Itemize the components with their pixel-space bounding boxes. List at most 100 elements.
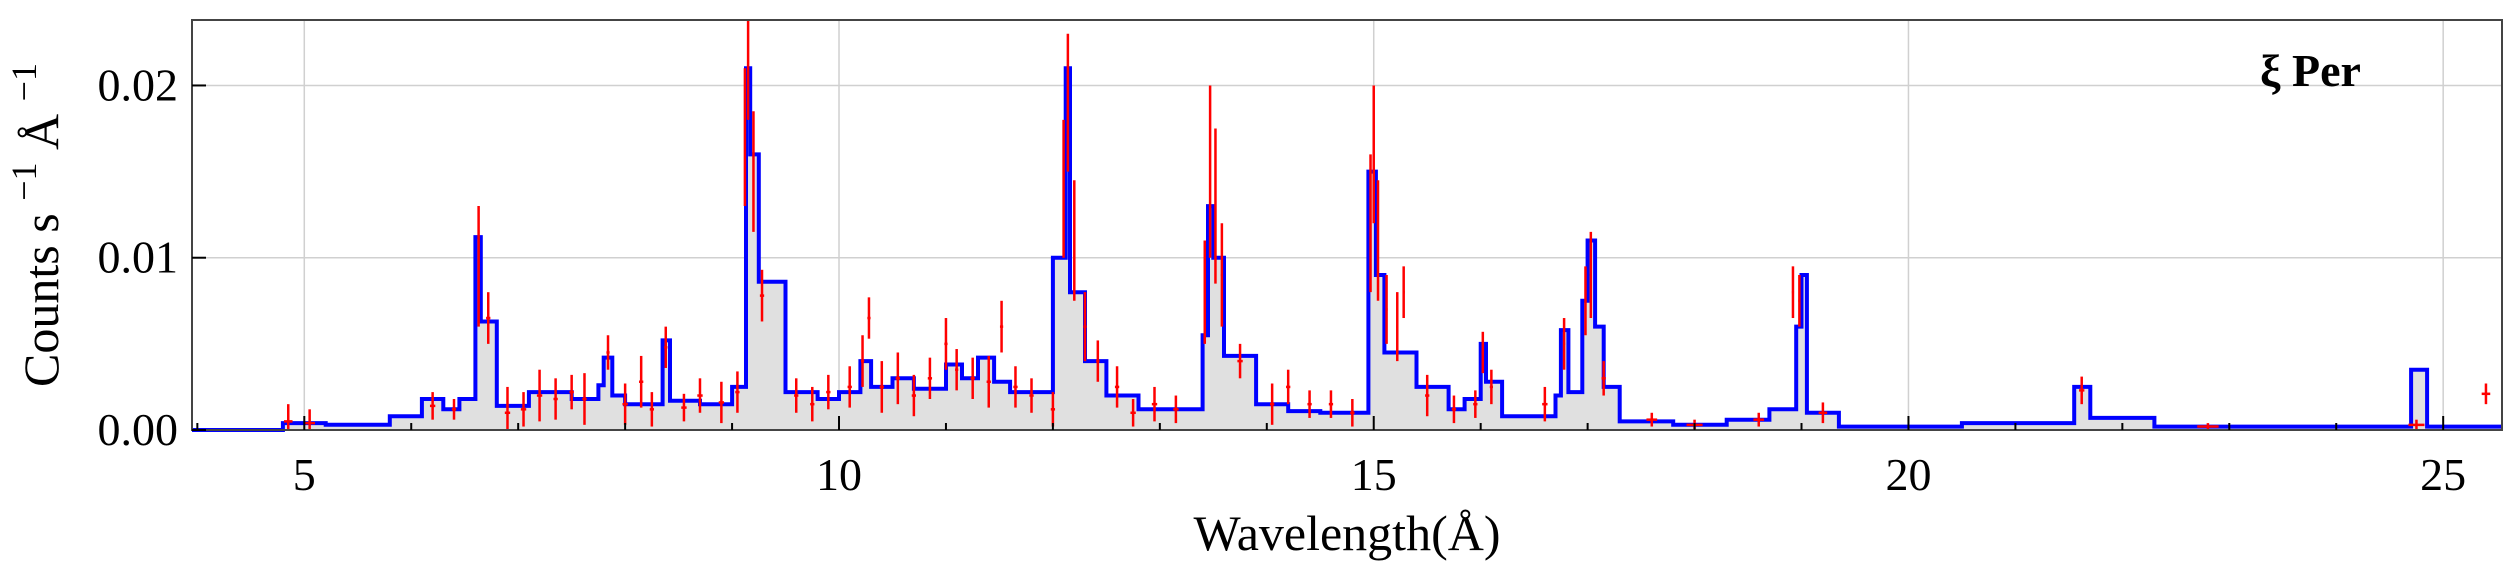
data-point (1208, 85, 1212, 258)
y-tick-label: 0.01 (98, 232, 179, 283)
data-point (304, 409, 315, 430)
data-point (718, 381, 725, 424)
data-point (649, 392, 654, 427)
x-tick-label: 10 (816, 449, 862, 500)
data-point (429, 392, 436, 420)
data-point (759, 269, 765, 322)
data-point (477, 206, 480, 327)
data-point (1542, 386, 1548, 422)
data-point (1473, 390, 1478, 418)
data-point (1589, 231, 1593, 319)
data-point (486, 292, 491, 344)
star-name-annotation: ξ Per (2260, 45, 2361, 96)
y-axis-title: Counts s −1 Å −1 (0, 63, 69, 387)
data-point (1328, 390, 1334, 418)
data-point (810, 386, 815, 422)
data-point (536, 369, 543, 422)
data-point (1237, 343, 1243, 379)
data-point (2197, 423, 2219, 430)
x-tick-label: 15 (1351, 449, 1397, 500)
data-point (743, 68, 747, 207)
data-point (2408, 419, 2425, 430)
model-fill-area (192, 68, 2502, 430)
y-tick-labels: 0.00 0.01 0.02 (98, 59, 179, 455)
data-point (1385, 274, 1388, 344)
data-point (999, 300, 1004, 353)
y-axis-title-mid: Å (13, 114, 69, 150)
data-point (1029, 378, 1034, 413)
data-point (1062, 119, 1065, 258)
data-point (746, 20, 750, 120)
data-point (1350, 398, 1355, 427)
data-point (1066, 33, 1070, 172)
data-point (895, 352, 900, 405)
data-point (1073, 180, 1076, 301)
model-step-line (192, 66, 2502, 432)
data-point (955, 349, 959, 391)
data-point (1151, 386, 1158, 422)
data-point (606, 335, 610, 370)
data-point (1402, 266, 1405, 319)
data-point (1270, 383, 1275, 425)
grid-lines (192, 20, 2502, 431)
data-point (681, 393, 687, 422)
data-point (1489, 369, 1493, 405)
data-point (697, 378, 703, 413)
data-point (664, 326, 668, 368)
data-point (1753, 412, 1765, 427)
data-point (847, 366, 852, 408)
data-errorbars (283, 20, 2491, 430)
data-point (1798, 274, 1801, 327)
y-axis-title-base: Counts s (13, 213, 69, 387)
y-axis-title-exponent-1: −1 (4, 162, 44, 200)
data-point (1096, 340, 1100, 382)
data-point (1203, 240, 1207, 344)
model-fill (192, 68, 2502, 430)
data-point (1307, 390, 1312, 418)
data-point (735, 371, 740, 413)
data-point (2079, 376, 2085, 405)
data-point (553, 378, 558, 420)
data-point (927, 357, 933, 399)
data-point (1050, 392, 1056, 427)
data-point (911, 374, 917, 417)
data-point (1481, 331, 1485, 374)
data-point (879, 361, 884, 413)
data-point (1130, 398, 1136, 427)
data-point (794, 378, 799, 413)
data-point (1376, 180, 1380, 301)
data-point (826, 374, 831, 410)
axis-ticks (192, 84, 2445, 431)
data-point (1818, 402, 1828, 424)
x-tick-labels: 5 10 15 20 25 (293, 449, 2466, 500)
data-point (1646, 412, 1658, 427)
data-point (970, 357, 975, 399)
data-point (1083, 292, 1087, 362)
x-tick-label: 25 (2420, 449, 2466, 500)
data-point (451, 398, 457, 420)
data-point (1173, 395, 1179, 424)
data-point (622, 383, 628, 425)
data-point (2481, 383, 2491, 405)
data-point (1372, 85, 1375, 224)
data-point (1584, 266, 1587, 336)
data-point (986, 355, 991, 408)
data-point (283, 404, 293, 430)
data-point (582, 373, 587, 425)
data-point (1562, 318, 1566, 370)
data-point (752, 111, 755, 232)
data-point (1013, 366, 1018, 408)
data-point (1286, 369, 1291, 405)
data-point (504, 386, 511, 430)
data-point (944, 318, 948, 370)
y-axis-title-exponent-2: −1 (4, 63, 44, 101)
data-point (1369, 154, 1372, 293)
x-axis-title: Wavelength(Å) (1194, 505, 1501, 561)
data-point (1791, 266, 1795, 319)
data-point (569, 374, 574, 410)
model-line (192, 66, 2502, 432)
data-point (1601, 361, 1606, 396)
data-point (639, 355, 644, 408)
data-point (1114, 366, 1120, 408)
